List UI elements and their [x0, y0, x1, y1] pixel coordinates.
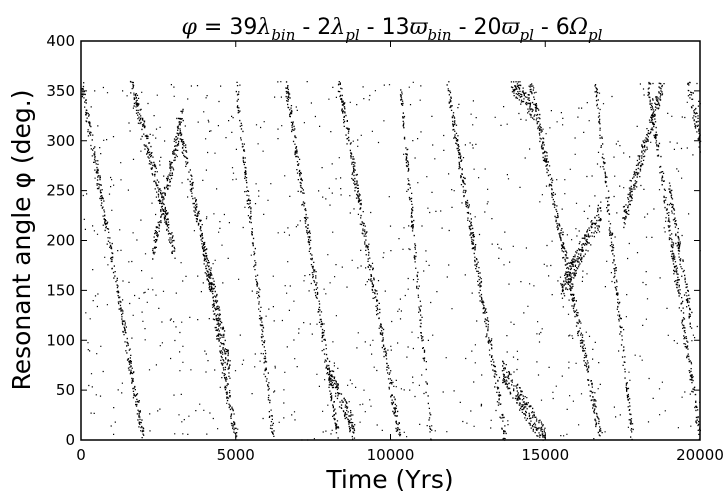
chart-title: φ = 39λbin - 2λpl - 13ϖbin - 20ϖpl - 6Ωp…: [182, 15, 603, 44]
y-tick-label: 250: [46, 182, 75, 200]
label-part-14: Ω: [569, 15, 588, 40]
label-part-2: (deg.): [7, 89, 36, 172]
label-part-11: ϖ: [502, 15, 521, 40]
y-tick-label: 50: [56, 381, 75, 399]
x-axis-label: Time (Yrs): [325, 465, 453, 491]
y-tick-label: 200: [46, 232, 75, 250]
label-part-3: bin: [271, 26, 295, 44]
y-tick-label: 300: [46, 132, 75, 150]
y-tick-label: 400: [46, 32, 75, 50]
x-tick-label: 20000: [676, 446, 724, 464]
y-tick-label: 100: [46, 331, 75, 349]
x-tick-label: 15000: [521, 446, 569, 464]
x-tick-label: 10000: [367, 446, 415, 464]
scatter-points: [81, 80, 702, 441]
label-part-2: λ: [256, 15, 271, 40]
label-part-0: φ: [182, 15, 198, 40]
data-points-layer: [81, 80, 702, 441]
label-part-6: pl: [345, 26, 360, 44]
label-part-13: - 6: [534, 15, 570, 40]
y-tick-label: 0: [65, 431, 75, 449]
label-part-1: = 39: [197, 15, 257, 40]
axis-ticks-layer: 0 5000 10000 15000 20000 0 50 100 150 200 250 300 35…: [46, 32, 724, 464]
label-part-12: pl: [519, 26, 534, 44]
label-part-4: - 2: [295, 15, 331, 40]
label-part-15: pl: [588, 26, 603, 44]
label-part-1: φ: [7, 172, 36, 189]
label-part-7: - 13: [360, 15, 410, 40]
y-tick-label: 150: [46, 281, 75, 299]
x-tick-label: 5000: [217, 446, 255, 464]
label-part-10: - 20: [452, 15, 502, 40]
x-tick-label: 0: [76, 446, 86, 464]
label-part-5: λ: [330, 15, 345, 40]
label-part-9: bin: [428, 26, 452, 44]
y-tick-label: 350: [46, 82, 75, 100]
y-axis-label: Resonant angle φ (deg.): [7, 89, 36, 390]
label-part-0: Resonant angle: [7, 189, 36, 391]
label-part-8: ϖ: [410, 15, 429, 40]
